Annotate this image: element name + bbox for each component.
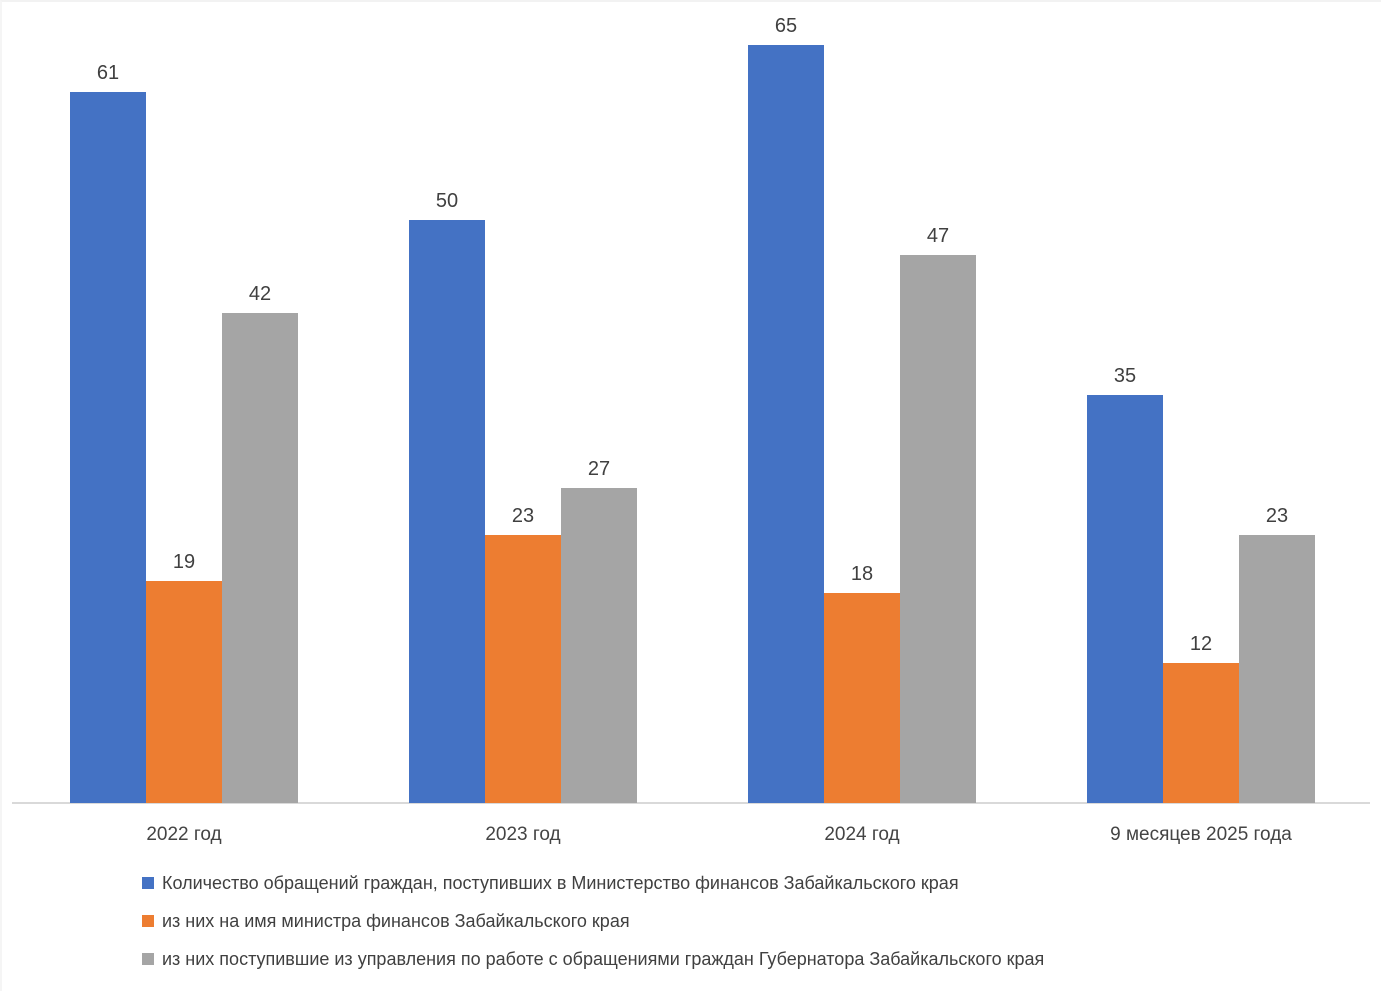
legend: Количество обращений граждан, поступивши… (142, 871, 1044, 985)
legend-label-total: Количество обращений граждан, поступивши… (162, 872, 959, 893)
bar-value-label-series2-cat3: 23 (1265, 505, 1289, 527)
legend-item-governor: из них поступившие из управления по рабо… (142, 947, 1044, 971)
bar-series2-cat2 (900, 255, 976, 803)
bar-series2-cat1 (561, 488, 637, 803)
bar-series0-cat0 (70, 92, 146, 803)
legend-item-total: Количество обращений граждан, поступивши… (142, 871, 1044, 895)
bar-series2-cat0 (222, 313, 298, 803)
bar-value-label-series1-cat0: 19 (172, 551, 196, 573)
x-axis-label-cat3: 9 месяцев 2025 года (1110, 824, 1292, 845)
legend-label-minister: из них на имя министра финансов Забайкал… (162, 910, 630, 931)
bar-value-label-series1-cat3: 12 (1189, 633, 1213, 655)
bar-value-label-series0-cat1: 50 (435, 190, 459, 212)
bar-value-label-series2-cat2: 47 (926, 225, 950, 247)
x-axis-label-cat0: 2022 год (146, 824, 222, 845)
bar-value-label-series0-cat0: 61 (96, 62, 120, 84)
bar-series2-cat3 (1239, 535, 1315, 803)
bar-series1-cat2 (824, 593, 900, 803)
bar-series1-cat0 (146, 581, 222, 803)
legend-label-governor: из них поступившие из управления по рабо… (162, 948, 1045, 969)
bar-series1-cat3 (1163, 663, 1239, 803)
bar-series0-cat1 (409, 220, 485, 803)
bar-value-label-series0-cat3: 35 (1113, 365, 1137, 387)
bar-series0-cat2 (748, 45, 824, 803)
legend-swatch-blue-icon (142, 877, 154, 889)
bar-value-label-series2-cat1: 27 (587, 458, 611, 480)
bar-series1-cat1 (485, 535, 561, 803)
legend-swatch-gray-icon (142, 953, 154, 965)
legend-item-minister: из них на имя министра финансов Забайкал… (142, 909, 1044, 933)
legend-swatch-orange-icon (142, 915, 154, 927)
bar-value-label-series1-cat2: 18 (850, 563, 874, 585)
x-axis-label-cat1: 2023 год (485, 824, 561, 845)
bar-series0-cat3 (1087, 395, 1163, 803)
bar-value-label-series1-cat1: 23 (511, 505, 535, 527)
x-axis-label-cat2: 2024 год (824, 824, 900, 845)
x-axis-line (12, 802, 1370, 804)
bar-value-label-series2-cat0: 42 (248, 283, 272, 305)
bar-value-label-series0-cat2: 65 (774, 15, 798, 37)
